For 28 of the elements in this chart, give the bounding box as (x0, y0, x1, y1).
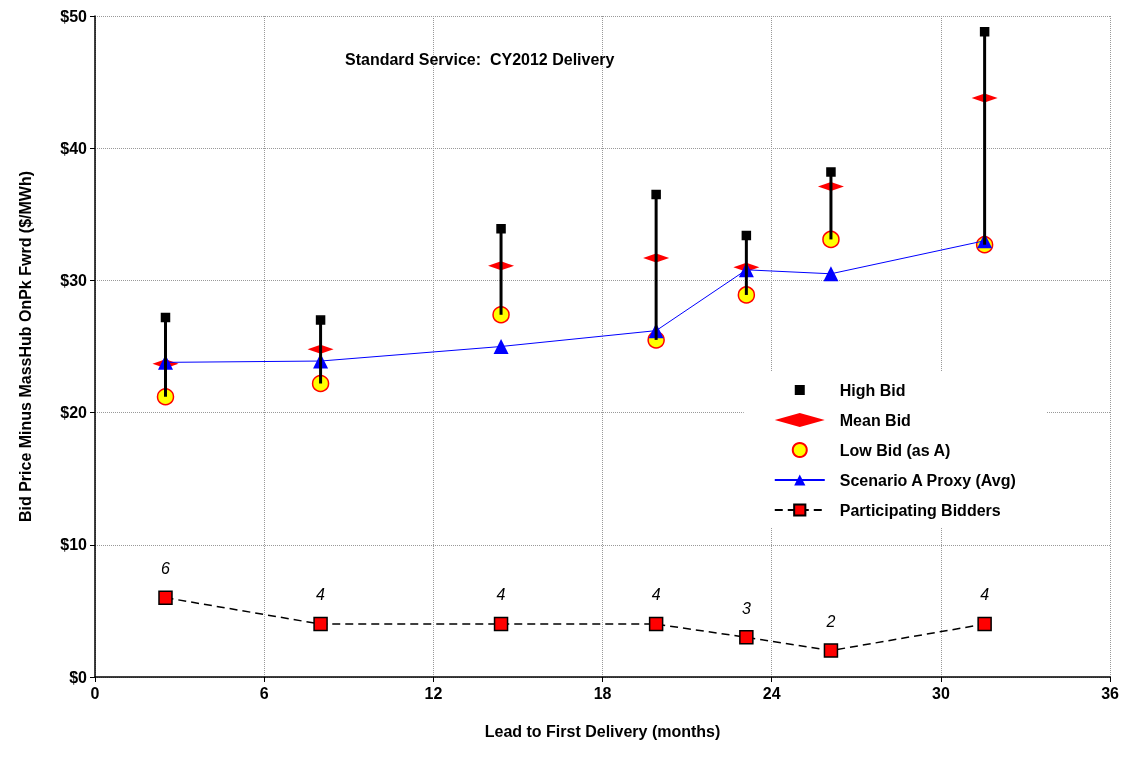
data-label: 2 (825, 612, 836, 630)
y-tick-label: $40 (60, 139, 88, 157)
data-label: 6 (161, 559, 171, 577)
x-tick-label: 6 (259, 684, 269, 702)
y-tick-label: $10 (60, 536, 88, 554)
x-tick-label: 36 (1101, 684, 1120, 702)
y-tick-label: $20 (60, 404, 88, 422)
x-tick-label: 12 (424, 684, 443, 702)
x-tick-label: 24 (762, 684, 781, 702)
y-tick-label: $0 (69, 668, 88, 686)
legend-label: High Bid (839, 381, 906, 399)
legend-label: Participating Bidders (839, 501, 1001, 519)
y-tick-label: $50 (60, 7, 88, 25)
x-tick-label: 0 (90, 684, 100, 702)
data-label: 4 (980, 586, 990, 604)
data-label: 4 (316, 586, 326, 604)
x-axis-title: Lead to First Delivery (months) (484, 722, 721, 740)
text: Standard Service: CY2012 Delivery (345, 50, 615, 68)
data-label: 3 (741, 599, 751, 617)
data-label: 4 (496, 586, 506, 604)
y-axis-title: Bid Price Minus MassHub OnPk Fwrd ($/MWh) (16, 170, 34, 523)
legend-label: Mean Bid (839, 411, 911, 429)
legend-label: Low Bid (as A) (839, 441, 951, 459)
legend-label: Scenario A Proxy (Avg) (839, 471, 1016, 489)
y-tick-label: $30 (60, 271, 88, 289)
data-label: 4 (651, 586, 661, 604)
x-tick-label: 18 (593, 684, 612, 702)
x-tick-label: 30 (932, 684, 950, 702)
